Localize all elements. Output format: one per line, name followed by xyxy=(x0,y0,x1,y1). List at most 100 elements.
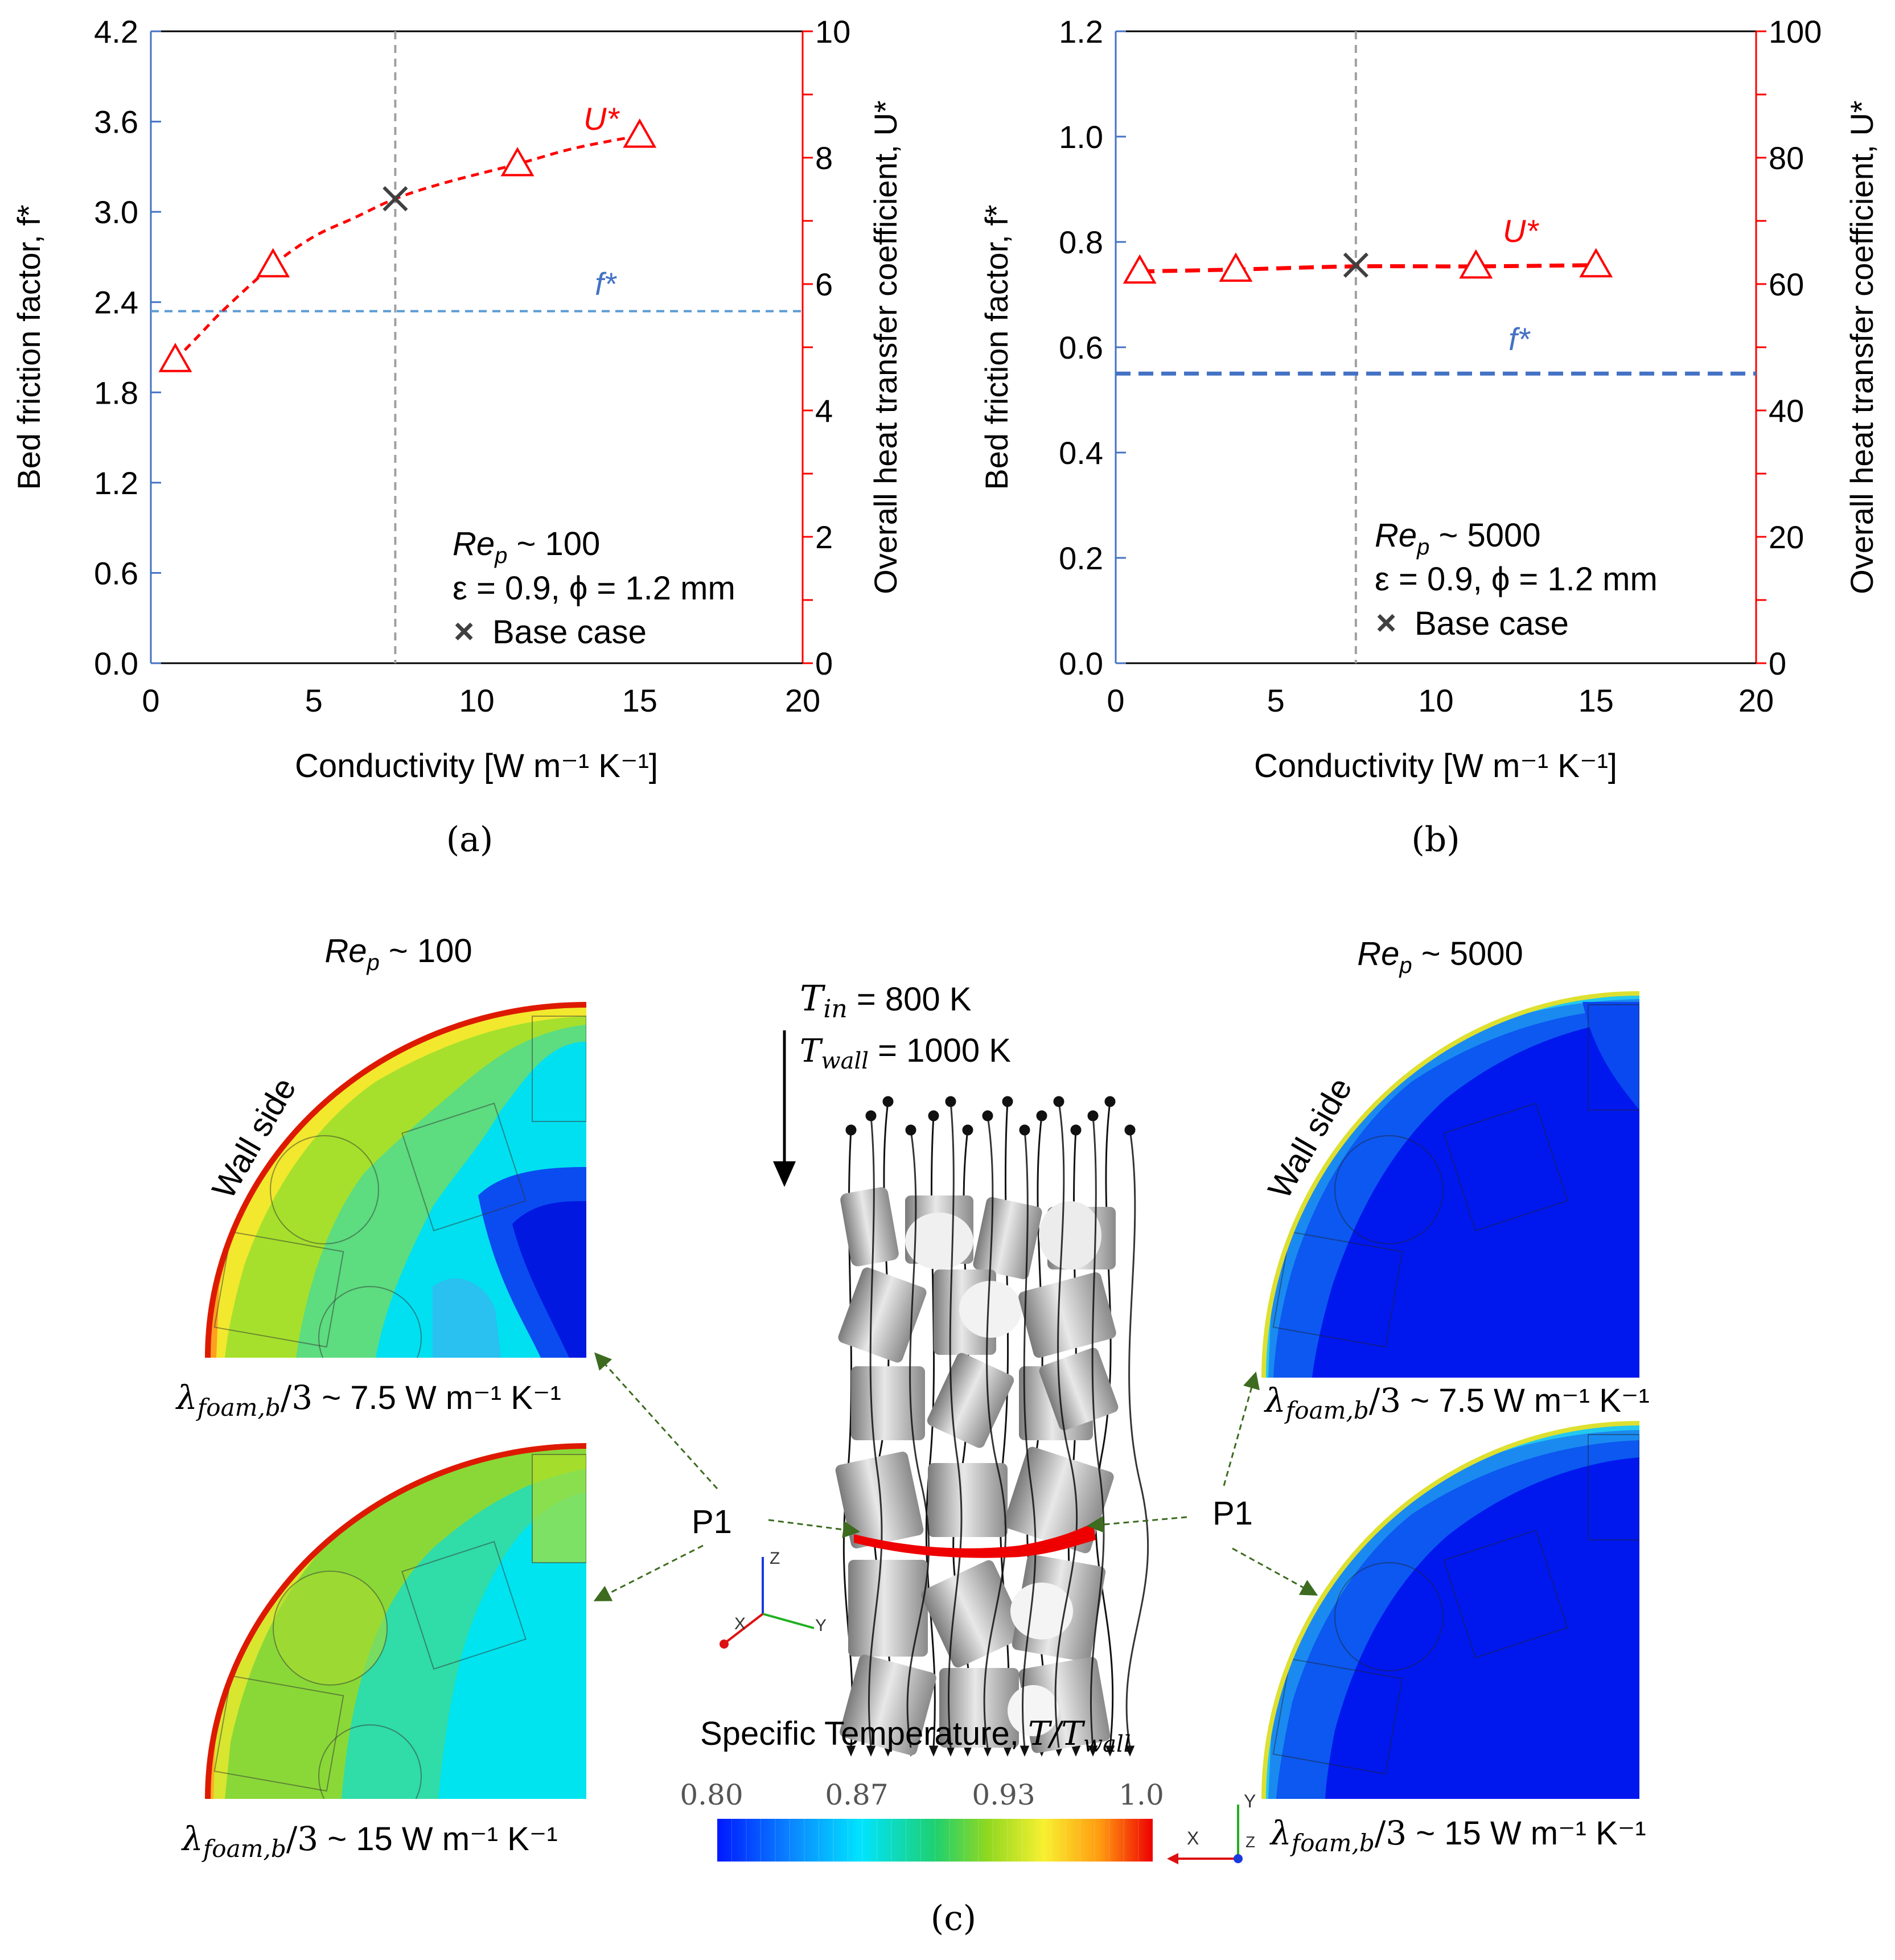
streamline xyxy=(868,1115,883,1748)
streamline xyxy=(1054,1101,1078,1748)
chart-b-annotation-base: Base case xyxy=(1415,605,1569,642)
contour-re5000-lambda7.5 xyxy=(1264,993,1639,1378)
chart-b-y2tick-label: 100 xyxy=(1769,14,1822,50)
chart-a: 0.0 0.6 1.2 1.8 2.4 3.0 3.6 4.2 0 2 4 6 8 10 0 5 10 15 2… xyxy=(11,14,903,860)
streamline xyxy=(1095,1101,1114,1748)
chart-b-annotation-params: ε = 0.9, ϕ = 1.2 mm xyxy=(1375,561,1658,598)
chart-b-ytick-label: 0.2 xyxy=(1059,540,1103,576)
chart-a-caption: (a) xyxy=(446,820,494,860)
lambda-label-left-top: λfoam,b/3 ~ 7.5 W m⁻¹ K⁻¹ xyxy=(175,1378,561,1421)
right-re-title: Rep ~ 5000 xyxy=(1357,935,1523,978)
streamline-arrowhead-icon xyxy=(928,1745,939,1757)
streamline xyxy=(906,1129,930,1748)
colorbar-tick-label: 0.87 xyxy=(825,1778,888,1811)
q1-wall-edge xyxy=(205,1002,587,1358)
chart-b-ytick-label: 0.0 xyxy=(1059,646,1103,681)
chart-b-y2tick-label: 80 xyxy=(1769,140,1804,176)
p1-pointer-left-top xyxy=(594,1352,718,1490)
chart-b-xtick-label: 20 xyxy=(1738,683,1774,718)
chart-b-ytick-label: 1.0 xyxy=(1059,119,1103,155)
chart-b-xtick-label: 0 xyxy=(1107,683,1124,718)
chart-a-xtick-label: 0 xyxy=(142,683,159,718)
chart-a-xtick-label: 15 xyxy=(622,683,657,718)
p1-pointer-left-bottom xyxy=(593,1544,704,1601)
chart-b-xlabel: Conductivity [W m⁻¹ K⁻¹] xyxy=(1254,747,1617,784)
chart-b-f-label: f* xyxy=(1508,321,1531,357)
left-re-title: Rep ~ 100 xyxy=(324,932,472,975)
panel-c: Rep ~ 100 Rep ~ 5000 xyxy=(175,932,1650,1938)
chart-b-annotation-re: Rep ~ 5000 xyxy=(1375,517,1541,560)
colorbar-gradient xyxy=(717,1819,1153,1862)
chart-b-u-point xyxy=(1459,249,1493,279)
streamline-seed xyxy=(1104,1096,1116,1107)
streamline xyxy=(1125,1129,1149,1748)
chart-a-u-point xyxy=(158,343,192,372)
chart-b-xtick-label: 5 xyxy=(1267,683,1285,718)
chart-b-y2tick-label: 0 xyxy=(1769,646,1786,681)
streamline-seed xyxy=(962,1124,973,1136)
lambda-label-right-bottom: λfoam,b/3 ~ 15 W m⁻¹ K⁻¹ xyxy=(1269,1814,1646,1857)
flow-direction-arrowhead-icon xyxy=(773,1161,796,1187)
chart-a-annotation-cross: × xyxy=(454,612,474,651)
chart-b-xtick-label: 15 xyxy=(1579,683,1614,718)
chart-b-ytick-label: 0.4 xyxy=(1059,435,1103,471)
chart-a-ylabel: Bed friction factor, f* xyxy=(11,204,47,490)
chart-a-ytick-label: 1.2 xyxy=(94,465,138,501)
streamline xyxy=(999,1101,1010,1748)
streamline-seed xyxy=(928,1110,939,1121)
panel-c-caption: (c) xyxy=(931,1899,976,1938)
streamline xyxy=(947,1101,963,1748)
chart-a-y2tick-label: 6 xyxy=(815,266,833,302)
chart-b-annotation-cross: × xyxy=(1376,603,1396,643)
chart-a-ytick-label: 0.6 xyxy=(94,555,138,591)
lambda-label-right-top: λfoam,b/3 ~ 7.5 W m⁻¹ K⁻¹ xyxy=(1264,1381,1650,1424)
chart-b-ytick-label: 0.6 xyxy=(1059,330,1103,365)
streamline xyxy=(983,1115,1007,1748)
colorbar-segments xyxy=(731,1819,1138,1862)
q4-wall-edge xyxy=(1261,1421,1640,1799)
chart-a-ytick-label: 4.2 xyxy=(94,14,138,50)
packed-bed-illustration xyxy=(835,1096,1149,1757)
chart-a-y2tick-label: 4 xyxy=(815,393,833,429)
svg-text:Z: Z xyxy=(1245,1833,1255,1851)
q3-wall-edge xyxy=(1261,991,1640,1378)
streamline xyxy=(1090,1115,1105,1748)
chart-b-base-case-marker xyxy=(1343,252,1369,278)
contour-re5000-lambda15 xyxy=(1264,1423,1639,1799)
p1-pointer-right-bottom xyxy=(1232,1547,1318,1596)
p1-label-left: P1 xyxy=(692,1503,732,1540)
streamline xyxy=(1021,1129,1037,1748)
chart-a-u-label: U* xyxy=(583,101,620,137)
streamline-seed xyxy=(882,1096,894,1107)
chart-a-base-case-marker xyxy=(383,186,408,212)
chart-a-y2tick-label: 8 xyxy=(815,140,833,176)
lambda-label-left-bottom: λfoam,b/3 ~ 15 W m⁻¹ K⁻¹ xyxy=(181,1819,558,1863)
chart-a-xtick-label: 20 xyxy=(785,683,820,718)
svg-text:X: X xyxy=(734,1614,746,1633)
colorbar-tick-label: 1.0 xyxy=(1119,1778,1164,1811)
t-in-label: Tin = 800 K xyxy=(800,977,972,1024)
streamline-arrowhead-icon xyxy=(1071,1745,1081,1757)
colorbar-tick-label: 0.80 xyxy=(680,1778,743,1811)
chart-b-u-fit-curve xyxy=(1140,263,1596,274)
chart-b-y2tick-label: 20 xyxy=(1769,519,1804,555)
contour-re100-lambda7.5 xyxy=(208,1005,586,1358)
chart-b-y2label: Overall heat transfer coefficient, U* xyxy=(1844,100,1880,594)
svg-text:Y: Y xyxy=(815,1616,827,1635)
chart-a-annotation-base: Base case xyxy=(492,614,647,651)
chart-a-ytick-label: 1.8 xyxy=(94,375,138,410)
p1-plane-red xyxy=(854,1523,1096,1558)
chart-b-u-label: U* xyxy=(1503,213,1539,249)
chart-b-u-point xyxy=(1123,254,1157,284)
chart-b-u-point xyxy=(1219,252,1253,282)
chart-b-y2tick-label: 40 xyxy=(1769,393,1804,429)
chart-b-caption: (b) xyxy=(1411,820,1460,860)
chart-a-u-point xyxy=(623,118,657,148)
chart-a-f-label: f* xyxy=(595,266,618,302)
streamline-arrowhead-icon xyxy=(1105,1745,1115,1757)
svg-text:Y: Y xyxy=(1244,1791,1256,1811)
chart-a-u-point xyxy=(256,248,290,278)
chart-b-xtick-label: 10 xyxy=(1418,683,1453,718)
